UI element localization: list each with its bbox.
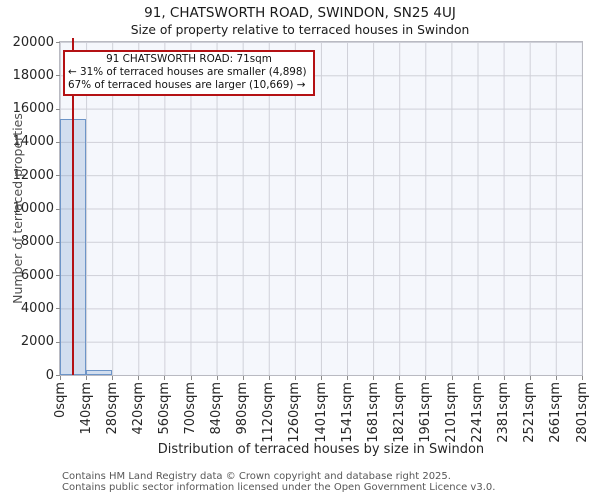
x-tick-label: 560sqm <box>156 382 172 435</box>
y-tick-label: 12000 <box>12 167 54 183</box>
histogram-bar <box>86 370 113 375</box>
x-tick-label: 1401sqm <box>313 382 329 443</box>
footer-open-government-licence: Contains public sector information licen… <box>62 481 496 493</box>
annotation-title: 91 CHATSWORTH ROAD: 71sqm <box>106 53 272 65</box>
x-tick-label: 1681sqm <box>365 382 381 443</box>
x-tick-label: 2241sqm <box>470 382 486 443</box>
y-tick-mark <box>56 75 60 77</box>
x-tick-label: 1541sqm <box>339 382 355 443</box>
x-tick-label: 700sqm <box>183 382 198 435</box>
y-tick-label: 14000 <box>12 134 54 150</box>
y-tick-label: 6000 <box>20 267 54 283</box>
x-tick-label: 140sqm <box>78 382 94 435</box>
x-tick-label: 2521sqm <box>522 382 538 443</box>
x-tick-mark <box>321 376 322 380</box>
x-tick-mark <box>60 376 61 380</box>
x-tick-label: 280sqm <box>104 382 120 435</box>
x-tick-mark <box>451 376 453 380</box>
x-tick-mark <box>268 376 270 380</box>
y-tick-label: 0 <box>45 367 54 383</box>
x-tick-mark <box>242 376 244 380</box>
y-tick-mark <box>56 341 60 343</box>
y-tick-mark <box>56 308 60 310</box>
x-tick-mark <box>164 376 166 380</box>
x-tick-label: 2101sqm <box>444 382 459 443</box>
y-tick-mark <box>56 375 60 376</box>
x-tick-mark <box>399 376 401 380</box>
annotation-smaller-text: ← 31% of terraced houses are smaller (4,… <box>68 66 307 78</box>
y-tick-label: 16000 <box>12 101 54 117</box>
y-tick-mark <box>56 275 60 277</box>
x-tick-mark <box>347 376 349 380</box>
x-tick-mark <box>86 376 88 380</box>
x-axis-label: Distribution of terraced houses by size … <box>157 442 485 457</box>
y-tick-mark <box>56 108 60 110</box>
y-axis-label: Number of terraced properties <box>9 113 25 304</box>
x-tick-mark <box>503 376 505 380</box>
y-tick-mark <box>56 42 60 43</box>
footer-hm-land-registry: Contains HM Land Registry data © Crown c… <box>62 471 451 482</box>
y-tick-label: 4000 <box>20 300 54 316</box>
x-tick-mark <box>529 376 531 380</box>
x-tick-mark <box>555 376 557 380</box>
y-tick-mark <box>56 175 60 177</box>
x-tick-mark <box>477 376 479 380</box>
x-tick-label: 840sqm <box>209 382 225 435</box>
x-tick-label: 980sqm <box>235 382 251 435</box>
x-tick-mark <box>425 376 427 380</box>
page-subtitle: Size of property relative to terraced ho… <box>130 23 470 37</box>
annotation-larger-text: 67% of terraced houses are larger (10,66… <box>68 79 306 91</box>
y-tick-mark <box>56 141 60 143</box>
x-tick-mark <box>138 376 140 380</box>
x-tick-label: 2661sqm <box>548 382 564 443</box>
x-tick-label: 1260sqm <box>287 382 303 443</box>
x-tick-label: 1961sqm <box>417 382 433 443</box>
x-tick-label: 2381sqm <box>496 382 512 443</box>
page-title: 91, CHATSWORTH ROAD, SWINDON, SN25 4UJ <box>144 5 456 21</box>
x-tick-label: 0sqm <box>52 382 68 418</box>
y-tick-mark <box>56 208 60 210</box>
x-tick-mark <box>112 376 114 380</box>
x-tick-mark <box>373 376 375 380</box>
y-tick-label: 8000 <box>20 234 54 250</box>
x-tick-label: 2801sqm <box>574 382 590 443</box>
x-tick-mark <box>582 376 583 380</box>
plot-area: 91 CHATSWORTH ROAD: 71sqm ← 31% of terra… <box>59 38 583 376</box>
annotation-box: 91 CHATSWORTH ROAD: 71sqm ← 31% of terra… <box>63 50 315 96</box>
x-tick-mark <box>294 376 296 380</box>
footer: Contains HM Land Registry data © Crown c… <box>62 471 496 493</box>
x-tick-mark <box>216 376 218 380</box>
y-axis-label-wrap: Number of terraced properties <box>8 42 26 375</box>
property-size-marker-line <box>72 38 75 375</box>
y-tick-label: 10000 <box>12 201 54 216</box>
y-tick-label: 2000 <box>20 334 54 350</box>
x-tick-label: 1120sqm <box>261 382 277 443</box>
y-tick-label: 18000 <box>12 67 54 83</box>
x-tick-label: 1821sqm <box>391 382 407 443</box>
y-tick-mark <box>56 241 60 243</box>
y-tick-label: 20000 <box>12 34 54 50</box>
x-tick-label: 420sqm <box>130 382 146 435</box>
x-tick-mark <box>190 376 192 380</box>
